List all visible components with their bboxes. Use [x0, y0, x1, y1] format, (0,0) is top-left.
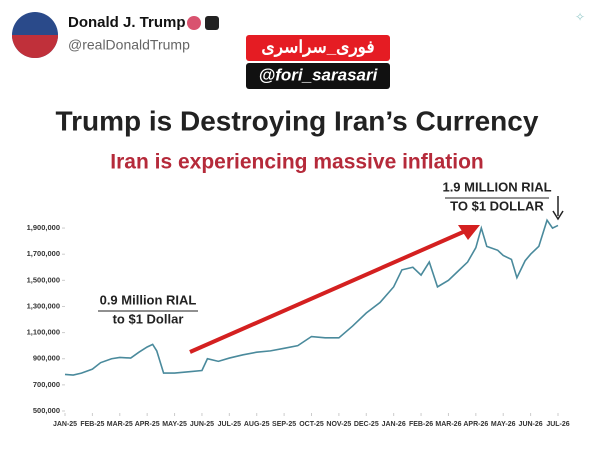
x-tick-label: AUG-25 [244, 421, 270, 428]
chart-title: Trump is Destroying Iran’s Currency [56, 105, 539, 136]
y-tick-label: 1,700,000 [27, 249, 60, 258]
y-tick-label: 700,000 [33, 380, 60, 389]
annotation: to $1 Dollar [113, 311, 184, 326]
y-tick-label: 500,000 [33, 406, 60, 415]
x-tick-label: OCT-25 [299, 421, 324, 428]
chart-subtitle: Iran is experiencing massive inflation [110, 151, 483, 174]
avatar-flag [12, 35, 58, 58]
x-tick-label: DEC-25 [354, 421, 379, 428]
annotation: 1.9 MILLION RIAL [442, 179, 551, 194]
x-tick-label: JUL-25 [218, 421, 241, 428]
watermark: فوری_سراسری [261, 37, 374, 57]
x-tick-label: APR-25 [135, 421, 160, 428]
x-tick-label: JAN-26 [382, 421, 406, 428]
watermark-handle: @fori_sarasari [259, 65, 379, 84]
trend-arrowhead [458, 225, 480, 240]
x-tick-label: JUL-26 [546, 421, 569, 428]
menu-icon[interactable]: ✧ [575, 10, 585, 24]
verified-badge [187, 16, 201, 30]
x-tick-label: FEB-26 [409, 421, 433, 428]
plot: 500,000 700,000 900,000 1,100,000 1,300,000 1… [27, 218, 570, 428]
x-tick-label: NOV-25 [326, 421, 351, 428]
x-tick-label: JUN-25 [190, 421, 214, 428]
x-tick-label: MAR-25 [107, 421, 133, 428]
x-tick-label: JUN-26 [519, 421, 543, 428]
x-tick-label: MAY-26 [491, 421, 516, 428]
watermark-handle-box [246, 63, 390, 89]
author-handle[interactable]: @realDonaldTrump [68, 37, 190, 53]
y-tick-label: 1,300,000 [27, 301, 60, 310]
x-tick-label: JAN-25 [53, 421, 77, 428]
author-name[interactable]: Donald J. Trump [68, 14, 186, 31]
pointer-arrowhead [552, 210, 564, 221]
plus-icon[interactable] [205, 16, 219, 30]
line [64, 218, 559, 376]
y-tick-label: 1,100,000 [27, 328, 60, 337]
annotation: TO $1 DOLLAR [450, 198, 544, 213]
x-tick-label: MAR-26 [435, 421, 461, 428]
x-tick-label: SEP-25 [272, 421, 296, 428]
annotation: 0.9 Million RIAL [100, 292, 197, 307]
y-tick-label: 1,900,000 [27, 223, 60, 232]
trend-arrow [189, 227, 471, 354]
x-tick-label: APR-26 [463, 421, 488, 428]
y-tick-label: 900,000 [33, 354, 60, 363]
watermark-box [246, 35, 390, 61]
y-tick-label: 1,500,000 [27, 275, 60, 284]
x-tick-label: MAY-25 [162, 421, 187, 428]
x-tick-label: FEB-25 [80, 421, 104, 428]
